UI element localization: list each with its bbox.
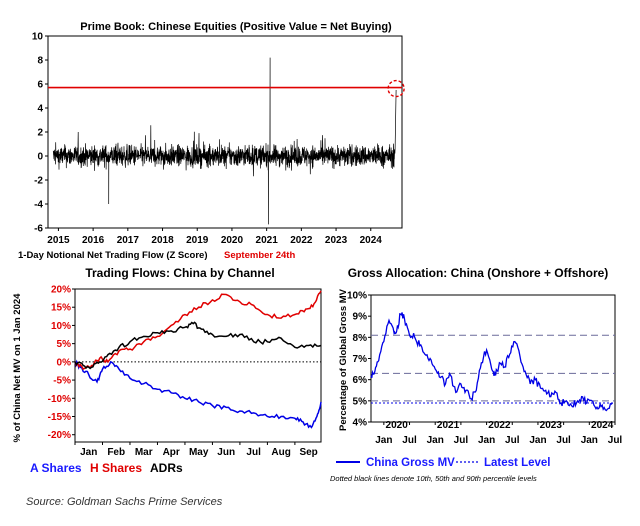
chart2-title: Trading Flows: China by Channel — [85, 266, 274, 280]
chart1-y-tick-label: 8 — [37, 56, 43, 67]
chart3-x-tick-label: Jul — [608, 435, 623, 446]
chart1-y-tick-label: 10 — [32, 32, 44, 43]
chart2-y-tick-label: -10% — [48, 394, 71, 405]
chart2-x-tick-label: May — [189, 447, 209, 458]
legend-latest-label: Latest Level — [484, 457, 550, 469]
chart2-legend: A Shares H Shares ADRs — [30, 461, 183, 475]
legend-a-shares: A Shares — [30, 461, 82, 475]
chart1-y-tick-label: 4 — [37, 104, 43, 115]
chart1-series-label: 1-Day Notional Net Trading Flow (Z Score… — [18, 250, 208, 261]
chart2-y-tick-label: 10% — [51, 321, 71, 332]
chart3-x-tick-label: Jan — [427, 435, 444, 446]
chart2-x-tick-label: Mar — [135, 447, 153, 458]
chart2-y-tick-label: -15% — [48, 412, 71, 423]
chart1-x-tick-label: 2015 — [47, 235, 70, 246]
legend-h-shares: H Shares — [90, 461, 142, 475]
legend-gross-label: China Gross MV — [366, 457, 455, 469]
chart3-note: Dotted black lines denote 10th, 50th and… — [330, 474, 537, 483]
chart1-series-line — [52, 57, 397, 225]
chart3-y-tick-label: 4% — [353, 418, 368, 429]
chart2-y-tick-label: 0% — [57, 357, 72, 368]
chart2-y-tick-label: -5% — [53, 376, 71, 387]
chart3-year-label: 2020 — [386, 420, 409, 431]
chart2-y-tick-label: -20% — [48, 430, 71, 441]
chart2-frame — [74, 288, 322, 443]
chart2-series-a-shares — [74, 359, 322, 429]
chart2-x-tick-label: Aug — [271, 447, 290, 458]
chart3-year-label: 2024 — [591, 420, 614, 431]
chart2-x-tick-label: Sep — [299, 447, 317, 458]
chart1-x-tick-label: 2024 — [360, 235, 383, 246]
chart1-x-tick-label: 2016 — [82, 235, 105, 246]
chart2-series-h-shares — [74, 290, 322, 371]
chart3-x-tick-label: Jan — [375, 435, 392, 446]
chart3-x-tick-label: Jan — [529, 435, 546, 446]
chart1-x-tick-label: 2022 — [290, 235, 313, 246]
chart3-y-tick-label: 10% — [347, 291, 367, 302]
chart1-highlight-circle — [387, 79, 405, 98]
chart1-title: Prime Book: Chinese Equities (Positive V… — [80, 21, 392, 33]
chart3-x-tick-label: Jul — [556, 435, 571, 446]
legend-adrs: ADRs — [150, 461, 183, 475]
chart3-y-tick-label: 5% — [353, 396, 368, 407]
chart3-title: Gross Allocation: China (Onshore + Offsh… — [348, 266, 609, 280]
chart3-y-tick-label: 6% — [353, 375, 368, 386]
chart3-ylabel: Percentage of Global Gross MV — [338, 288, 349, 431]
chart1-x-tick-label: 2021 — [256, 235, 279, 246]
chart2-x-tick-label: Jul — [246, 447, 261, 458]
chart3-x-tick-label: Jul — [402, 435, 417, 446]
chart3-year-label: 2021 — [437, 420, 460, 431]
chart1-x-tick-label: 2017 — [117, 235, 140, 246]
chart3-x-tick-label: Jul — [454, 435, 469, 446]
chart2-y-tick-label: 5% — [57, 339, 72, 350]
chart3-x-tick-label: Jan — [581, 435, 598, 446]
chart1-y-tick-label: 2 — [37, 128, 43, 139]
chart2-x-tick-label: Apr — [163, 447, 180, 458]
chart1-x-tick-label: 2018 — [151, 235, 174, 246]
chart3-x-tick-label: Jan — [478, 435, 495, 446]
chart1-y-tick-label: -4 — [34, 200, 43, 211]
chart1-y-tick-label: -6 — [34, 224, 43, 235]
chart2-x-tick-label: Jun — [217, 447, 235, 458]
chart3-legend: China Gross MV Latest Level Dotted black… — [330, 457, 550, 483]
chart2-y-tick-label: 15% — [51, 303, 71, 314]
chart1-x-tick-label: 2020 — [221, 235, 244, 246]
chart3-year-label: 2022 — [488, 420, 511, 431]
source-note: Source: Goldman Sachs Prime Services — [26, 496, 223, 508]
chart1-x-tick-label: 2019 — [186, 235, 209, 246]
chart2-x-tick-label: Jan — [80, 447, 97, 458]
chart1-annotation: September 24th — [224, 250, 295, 261]
chart2-series-adrs — [74, 321, 322, 370]
chart3-year-label: 2023 — [540, 420, 563, 431]
chart1-frame — [47, 35, 403, 229]
chart3-y-tick-label: 8% — [353, 333, 368, 344]
chart3-y-tick-label: 9% — [353, 312, 368, 323]
chart1-y-tick-label: -2 — [34, 176, 43, 187]
chart1-x-tick-label: 2023 — [325, 235, 348, 246]
chart2-ylabel: % of China Net MV on 1 Jan 2024 — [12, 293, 23, 443]
chart2-x-tick-label: Feb — [107, 447, 125, 458]
chart3-y-tick-label: 7% — [353, 354, 368, 365]
chart3-series-china-gross-mv — [370, 312, 613, 412]
chart3-x-tick-label: Jul — [505, 435, 520, 446]
chart1-y-tick-label: 0 — [37, 152, 43, 163]
chart2-y-tick-label: 20% — [51, 285, 71, 296]
chart1-y-tick-label: 6 — [37, 80, 43, 91]
